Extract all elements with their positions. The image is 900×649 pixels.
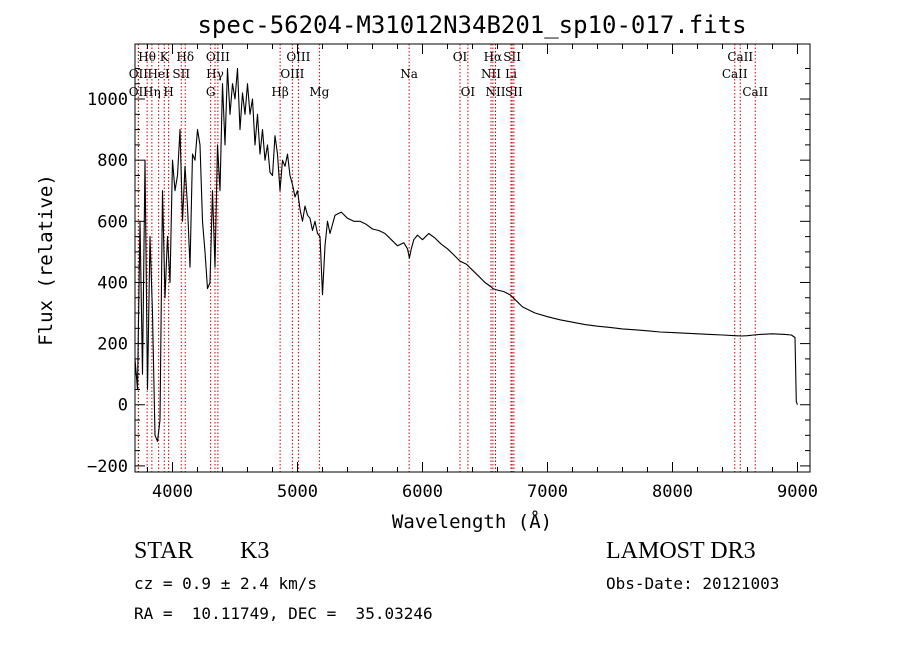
object-subclass: K3: [240, 538, 269, 565]
line-label: Hα: [484, 50, 503, 64]
x-tick-label: 5000: [277, 482, 318, 502]
line-label: H: [163, 85, 173, 99]
y-tick-label: 600: [97, 212, 128, 232]
spectrum-chart: spec-56204-M31012N34B201_sp10-017.fits H…: [0, 0, 900, 540]
y-tick-label: 1000: [87, 90, 128, 110]
line-label: OIII: [280, 67, 304, 81]
object-class: STAR: [134, 538, 193, 565]
spectrum-series-line: [135, 69, 798, 442]
line-label: SII: [505, 85, 523, 99]
x-tick-label: 9000: [777, 482, 818, 502]
observation-date: Obs-Date: 20121003: [606, 574, 779, 593]
line-label: Hθ: [138, 50, 156, 64]
line-label: Hγ: [206, 67, 224, 81]
y-tick-label: 800: [97, 151, 128, 171]
line-label: CaII: [742, 85, 768, 99]
x-axis-label: Wavelength (Å): [392, 510, 552, 533]
redshift-value: cz = 0.9 ± 2.4 km/s: [134, 574, 317, 593]
chart-title: spec-56204-M31012N34B201_sp10-017.fits: [197, 11, 746, 39]
y-tick-label: 400: [97, 273, 128, 293]
x-tick-label: 8000: [652, 482, 693, 502]
line-label: OI: [453, 50, 468, 64]
line-label: Hδ: [176, 50, 194, 64]
line-label: OIII: [286, 50, 310, 64]
x-tick-label: 7000: [527, 482, 568, 502]
y-tick-label: −200: [87, 457, 128, 477]
line-label: CaII: [722, 67, 748, 81]
line-label: CaII: [727, 50, 753, 64]
line-label: NII: [486, 85, 506, 99]
x-tick-label: 4000: [152, 482, 193, 502]
line-label: Na: [400, 67, 418, 81]
line-label: Hβ: [271, 85, 288, 99]
line-label: Mg: [309, 85, 329, 99]
y-axis-label: Flux (relative): [35, 174, 57, 346]
line-label: G: [206, 85, 216, 99]
line-label: SII: [172, 67, 190, 81]
line-label: OI: [461, 85, 476, 99]
y-tick-label: 0: [118, 396, 128, 416]
survey-name: LAMOST DR3: [606, 538, 756, 565]
line-label: Li: [505, 67, 517, 81]
coordinates: RA = 10.11749, DEC = 35.03246: [134, 604, 433, 623]
y-tick-label: 200: [97, 335, 128, 355]
line-label: NII: [481, 67, 501, 81]
line-label: OIII: [206, 50, 230, 64]
line-label: SII: [503, 50, 521, 64]
line-label: Hη: [143, 85, 161, 99]
x-tick-label: 6000: [402, 482, 443, 502]
line-label: HeI: [147, 67, 170, 81]
axes-frame: [135, 44, 810, 472]
